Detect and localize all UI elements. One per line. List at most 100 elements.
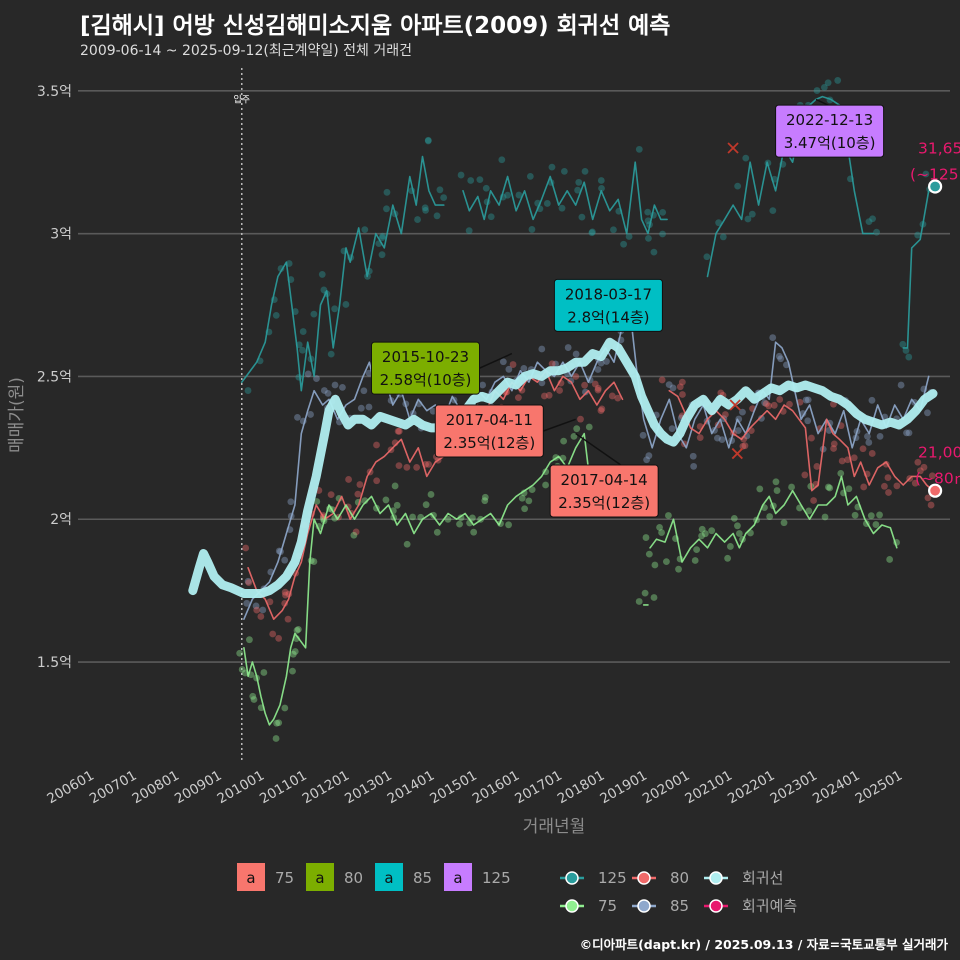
scatter-point	[257, 613, 265, 620]
scatter-point	[538, 379, 546, 387]
scatter-point	[275, 634, 283, 642]
x-tick-label: 201401	[385, 768, 438, 808]
scatter-point	[259, 606, 267, 614]
scatter-point	[465, 227, 473, 235]
scatter-point	[245, 579, 253, 587]
cancelled-mark	[729, 399, 741, 411]
scatter-point	[766, 513, 774, 520]
scatter-point	[703, 253, 711, 261]
scatter-point	[851, 511, 859, 519]
scatter-point	[526, 172, 534, 180]
scatter-point	[620, 240, 628, 248]
scatter-point	[324, 389, 332, 397]
scatter-point	[391, 482, 399, 490]
scatter-point	[365, 403, 373, 411]
scatter-point	[284, 615, 292, 623]
scatter-point	[927, 501, 935, 509]
scatter-point	[269, 630, 277, 638]
scatter-point	[594, 366, 602, 373]
scatter-point	[252, 602, 260, 610]
scatter-point	[299, 328, 307, 335]
scatter-point	[665, 512, 672, 519]
scatter-point	[320, 387, 328, 394]
scatter-point	[804, 396, 812, 404]
scatter-point	[718, 436, 726, 443]
scatter-point	[739, 408, 746, 416]
legend-label: 85	[413, 869, 432, 887]
scatter-point	[249, 692, 257, 700]
scatter-point	[515, 191, 523, 199]
axes: 1.5억 2억 2.5억 3억 3.5억 200601200701200801200901…	[7, 84, 905, 837]
scatter-point	[505, 365, 513, 373]
scatter-point	[914, 231, 922, 239]
scatter-point	[881, 482, 888, 490]
scatter-point	[735, 530, 743, 537]
scatter-point	[804, 417, 812, 425]
scatter-point	[868, 396, 876, 404]
scatter-point	[542, 481, 549, 489]
scatter-point	[690, 462, 698, 470]
scatter-point	[481, 493, 489, 501]
scatter-point	[826, 484, 834, 492]
scatter-point	[379, 232, 387, 240]
scatter-point	[242, 544, 250, 552]
x-tick-label: 201501	[427, 768, 480, 808]
scatter-point	[902, 347, 910, 354]
scatter-point	[383, 188, 391, 196]
scatter-point	[525, 497, 533, 505]
legend-label: 80	[344, 869, 363, 887]
annotation-date: 2017-04-14	[561, 471, 648, 489]
legend-label: 125	[482, 869, 511, 887]
annotation-box	[553, 278, 663, 332]
scatter-point	[433, 212, 441, 220]
scatter-point	[808, 434, 815, 442]
annotation-box	[434, 404, 544, 458]
scatter-point	[830, 445, 838, 452]
scatter-point	[545, 391, 553, 399]
scatter-point	[886, 556, 894, 563]
scatter-point	[860, 483, 868, 491]
scatter-point	[243, 599, 251, 607]
scatter-point	[635, 145, 643, 153]
scatter-point	[588, 229, 596, 237]
scatter-point	[395, 462, 403, 470]
chart-subtitle: 2009-06-14 ~ 2025-09-12(최근계약일) 전체 거래건	[80, 43, 412, 59]
scatter-point	[424, 136, 432, 144]
scatter-point	[748, 210, 756, 218]
scatter-point	[383, 205, 390, 213]
scatter-point	[499, 358, 507, 366]
scatter-point	[378, 234, 386, 242]
scatter-point	[289, 650, 297, 658]
scatter-point	[825, 483, 832, 491]
scatter-point	[777, 355, 785, 363]
scatter-point	[272, 311, 280, 319]
series-lines	[188, 95, 938, 726]
scatter-point	[872, 521, 880, 528]
scatter-point	[668, 425, 676, 433]
legend-swatch	[306, 863, 334, 891]
scatter-point	[273, 719, 281, 727]
scatter-point	[413, 463, 421, 471]
scatter-point	[382, 496, 390, 504]
scatter-point	[788, 483, 795, 491]
scatter-point	[282, 591, 289, 599]
scatter-point	[313, 498, 321, 505]
scatter-point	[765, 402, 773, 410]
scatter-point	[538, 345, 546, 353]
scatter-point	[813, 463, 821, 470]
scatter-point	[543, 200, 551, 207]
scatter-point	[585, 423, 593, 431]
scatter-point	[331, 381, 339, 389]
scatter-point	[885, 489, 892, 496]
scatter-point	[373, 441, 380, 449]
scatter-point	[869, 215, 876, 223]
legend-glyph: a	[246, 869, 255, 887]
scatter-point	[928, 472, 936, 480]
scatter-point	[675, 565, 682, 573]
scatter-point	[905, 353, 913, 361]
scatter-point	[570, 432, 578, 440]
scatter-point	[719, 233, 727, 241]
annotation-value: 2.58억(10층)	[380, 371, 472, 389]
scatter-point	[734, 522, 741, 530]
forecast-price: 21,000	[918, 444, 960, 462]
